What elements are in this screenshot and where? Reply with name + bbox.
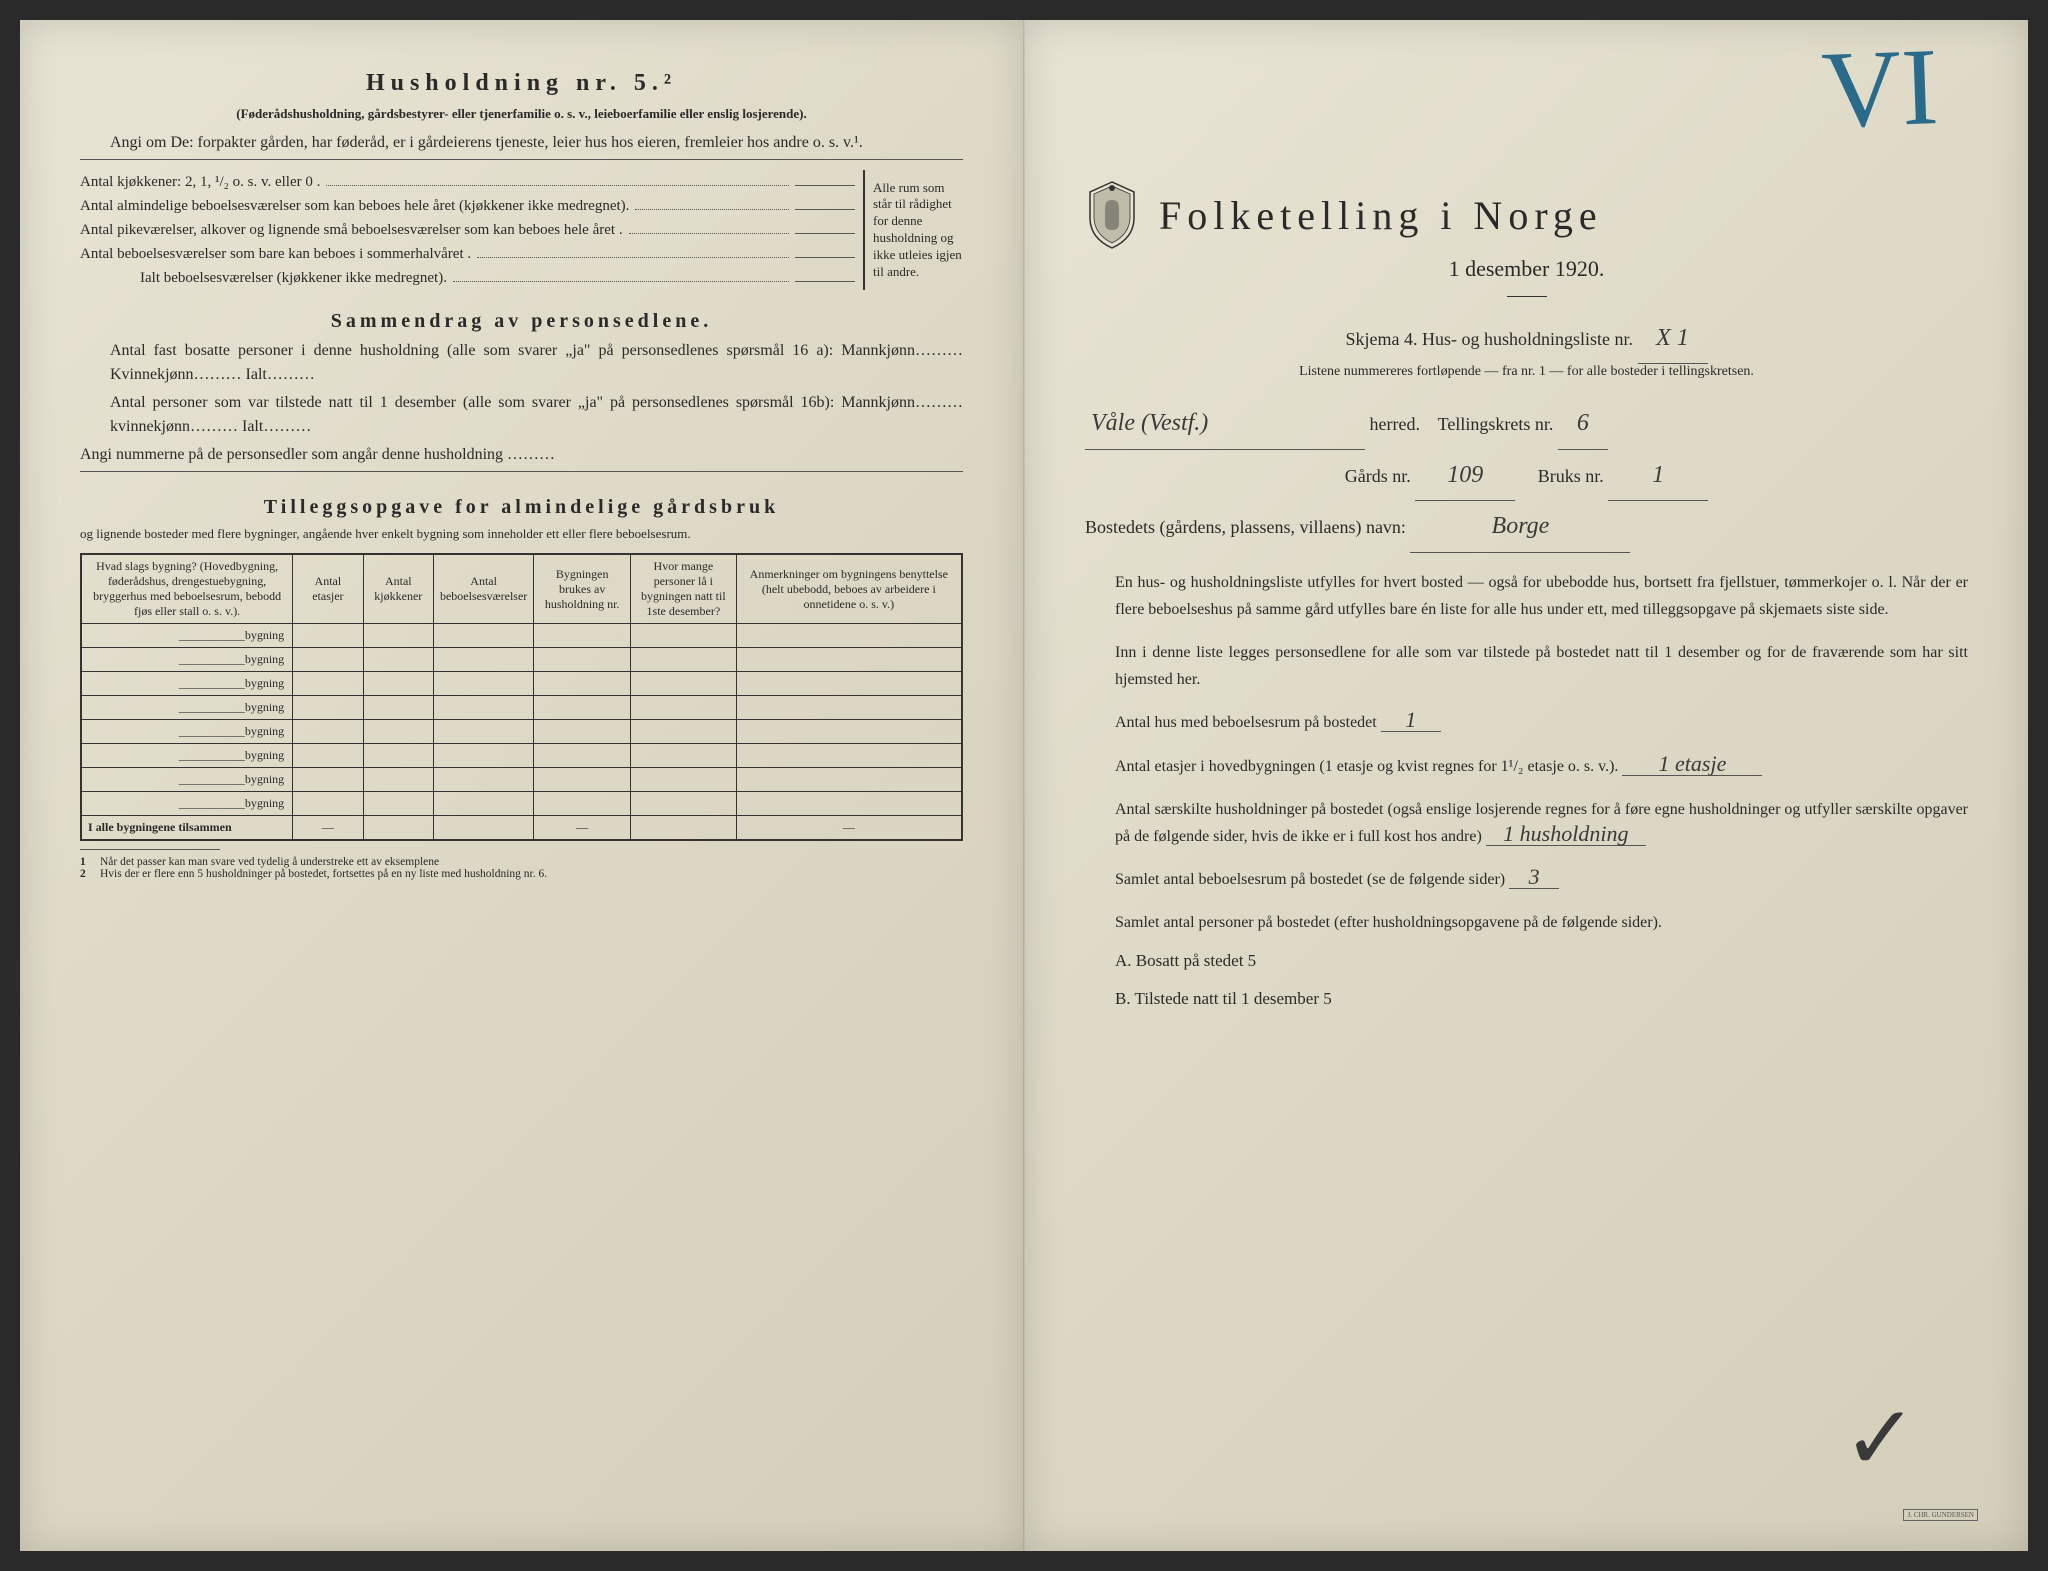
printer-tag: J. CHR. GUNDERSEN — [1903, 1509, 1978, 1521]
rooms-section: Antal kjøkkener: 2, 1, ¹/₂ o. s. v. elle… — [80, 170, 963, 290]
herred-field: Våle (Vestf.) — [1085, 398, 1365, 449]
room-row-2: Antal beboelsesværelser som bare kan beb… — [80, 242, 855, 266]
krets-field: 6 — [1558, 398, 1608, 449]
herred-line: Våle (Vestf.) herred. Tellingskrets nr. … — [1085, 398, 1968, 449]
buildings-table: Hvad slags bygning? (Hovedbygning, føder… — [80, 553, 963, 841]
kitchen-row: Antal kjøkkener: 2, 1, ¹/₂ o. s. v. elle… — [80, 170, 855, 194]
table-row: ___________bygning — [82, 720, 962, 744]
sammendrag-line-2: Angi nummerne på de personsedler som ang… — [80, 443, 963, 472]
table-row: ___________bygning — [82, 768, 962, 792]
instruction-para-1: En hus- og husholdningsliste utfylles fo… — [1085, 569, 1968, 623]
gards-line: Gårds nr. 109 Bruks nr. 1 — [1085, 450, 1968, 501]
roman-numeral-annotation: VI — [1821, 48, 1940, 129]
antal-hush-line: Antal særskilte husholdninger på bostede… — [1085, 796, 1968, 850]
bosted-navn-field: Borge — [1410, 501, 1630, 552]
tilstede-line: B. Tilstede natt til 1 desember 5 — [1115, 980, 1968, 1017]
th-3: Antal beboelsesværelser — [433, 555, 533, 624]
bosatt-line: A. Bosatt på stedet 5 — [1115, 942, 1968, 979]
footnote-0: Når det passer kan man svare ved tydelig… — [100, 856, 439, 868]
skjema-line: Skjema 4. Hus- og husholdningsliste nr. … — [1085, 313, 1968, 364]
list-nr-field: X 1 — [1638, 313, 1708, 364]
bruks-nr-field: 1 — [1608, 450, 1708, 501]
tillegg-sub: og lignende bosteder med flere bygninger… — [80, 525, 963, 543]
table-row: ___________bygning — [82, 696, 962, 720]
household-heading: Husholdning nr. 5.² — [80, 70, 963, 97]
antal-etasjer-line: Antal etasjer i hovedbygningen (1 etasje… — [1085, 753, 1968, 780]
tillegg-heading: Tilleggsopgave for almindelige gårdsbruk — [80, 496, 963, 519]
samlet-rum-field: 3 — [1509, 866, 1559, 889]
table-row: ___________bygning — [82, 792, 962, 816]
antal-etasjer-field: 1 etasje — [1622, 753, 1762, 776]
left-page: Husholdning nr. 5.² (Føderådshusholdning… — [20, 20, 1024, 1551]
instruction-para-2: Inn i denne liste legges personsedlene f… — [1085, 639, 1968, 693]
table-row: ___________bygning — [82, 744, 962, 768]
th-2: Antal kjøkkener — [363, 555, 433, 624]
th-5: Hvor mange personer lå i bygningen natt … — [631, 555, 737, 624]
th-6: Anmerkninger om bygningens benyttelse (h… — [736, 555, 961, 624]
table-row: ___________bygning — [82, 648, 962, 672]
checkmark-annotation: ✓ — [1843, 1386, 1918, 1491]
antal-hush-field: 1 husholdning — [1486, 823, 1646, 846]
sammendrag-line-1: Antal personer som var tilstede natt til… — [80, 391, 963, 439]
table-row: ___________bygning — [82, 672, 962, 696]
th-1: Antal etasjer — [293, 555, 363, 624]
table-total-label: I alle bygningene tilsammen — [82, 816, 293, 840]
tilstede-field: 5 — [1323, 989, 1332, 1008]
bosatt-field: 5 — [1248, 951, 1257, 970]
samlet-rum-line: Samlet antal beboelsesrum på bostedet (s… — [1085, 866, 1968, 893]
sammendrag-heading: Sammendrag av personsedlene. — [80, 310, 963, 333]
title-row: Folketelling i Norge — [1085, 180, 1968, 250]
right-page: VI Folketelling i Norge 1 desember 1920.… — [1024, 20, 2028, 1551]
gards-nr-field: 109 — [1415, 450, 1515, 501]
table-row: ___________bygning — [82, 624, 962, 648]
room-row-1: Antal pikeværelser, alkover og lignende … — [80, 218, 855, 242]
room-row-0: Antal almindelige beboelsesværelser som … — [80, 194, 855, 218]
main-title: Folketelling i Norge — [1159, 192, 1603, 239]
antal-hus-field: 1 — [1381, 709, 1441, 732]
footnotes: 1Når det passer kan man svare ved tydeli… — [80, 849, 963, 880]
list-note: Listene nummereres fortløpende — fra nr.… — [1085, 364, 1968, 380]
angi-line: Angi om De: forpakter gården, har føderå… — [80, 131, 963, 155]
th-0: Hvad slags bygning? (Hovedbygning, føder… — [82, 555, 293, 624]
antal-hus-line: Antal hus med beboelsesrum på bostedet 1 — [1085, 709, 1968, 736]
coat-of-arms-icon — [1085, 180, 1139, 250]
divider — [1507, 296, 1547, 297]
household-subnote: (Føderådshusholdning, gårdsbestyrer- ell… — [80, 105, 963, 123]
sammendrag-line-0: Antal fast bosatte personer i denne hush… — [80, 339, 963, 387]
room-row-total: Ialt beboelsesværelser (kjøkkener ikke m… — [80, 266, 855, 290]
bracket-note: Alle rum som står til rådighet for denne… — [863, 170, 963, 290]
bosted-line: Bostedets (gårdens, plassens, villaens) … — [1085, 501, 1968, 552]
samlet-pers-label: Samlet antal personer på bostedet (efter… — [1085, 909, 1968, 936]
date-line: 1 desember 1920. — [1085, 256, 1968, 282]
th-4: Bygningen brukes av husholdning nr. — [534, 555, 631, 624]
footnote-1: Hvis der er flere enn 5 husholdninger på… — [100, 868, 547, 880]
